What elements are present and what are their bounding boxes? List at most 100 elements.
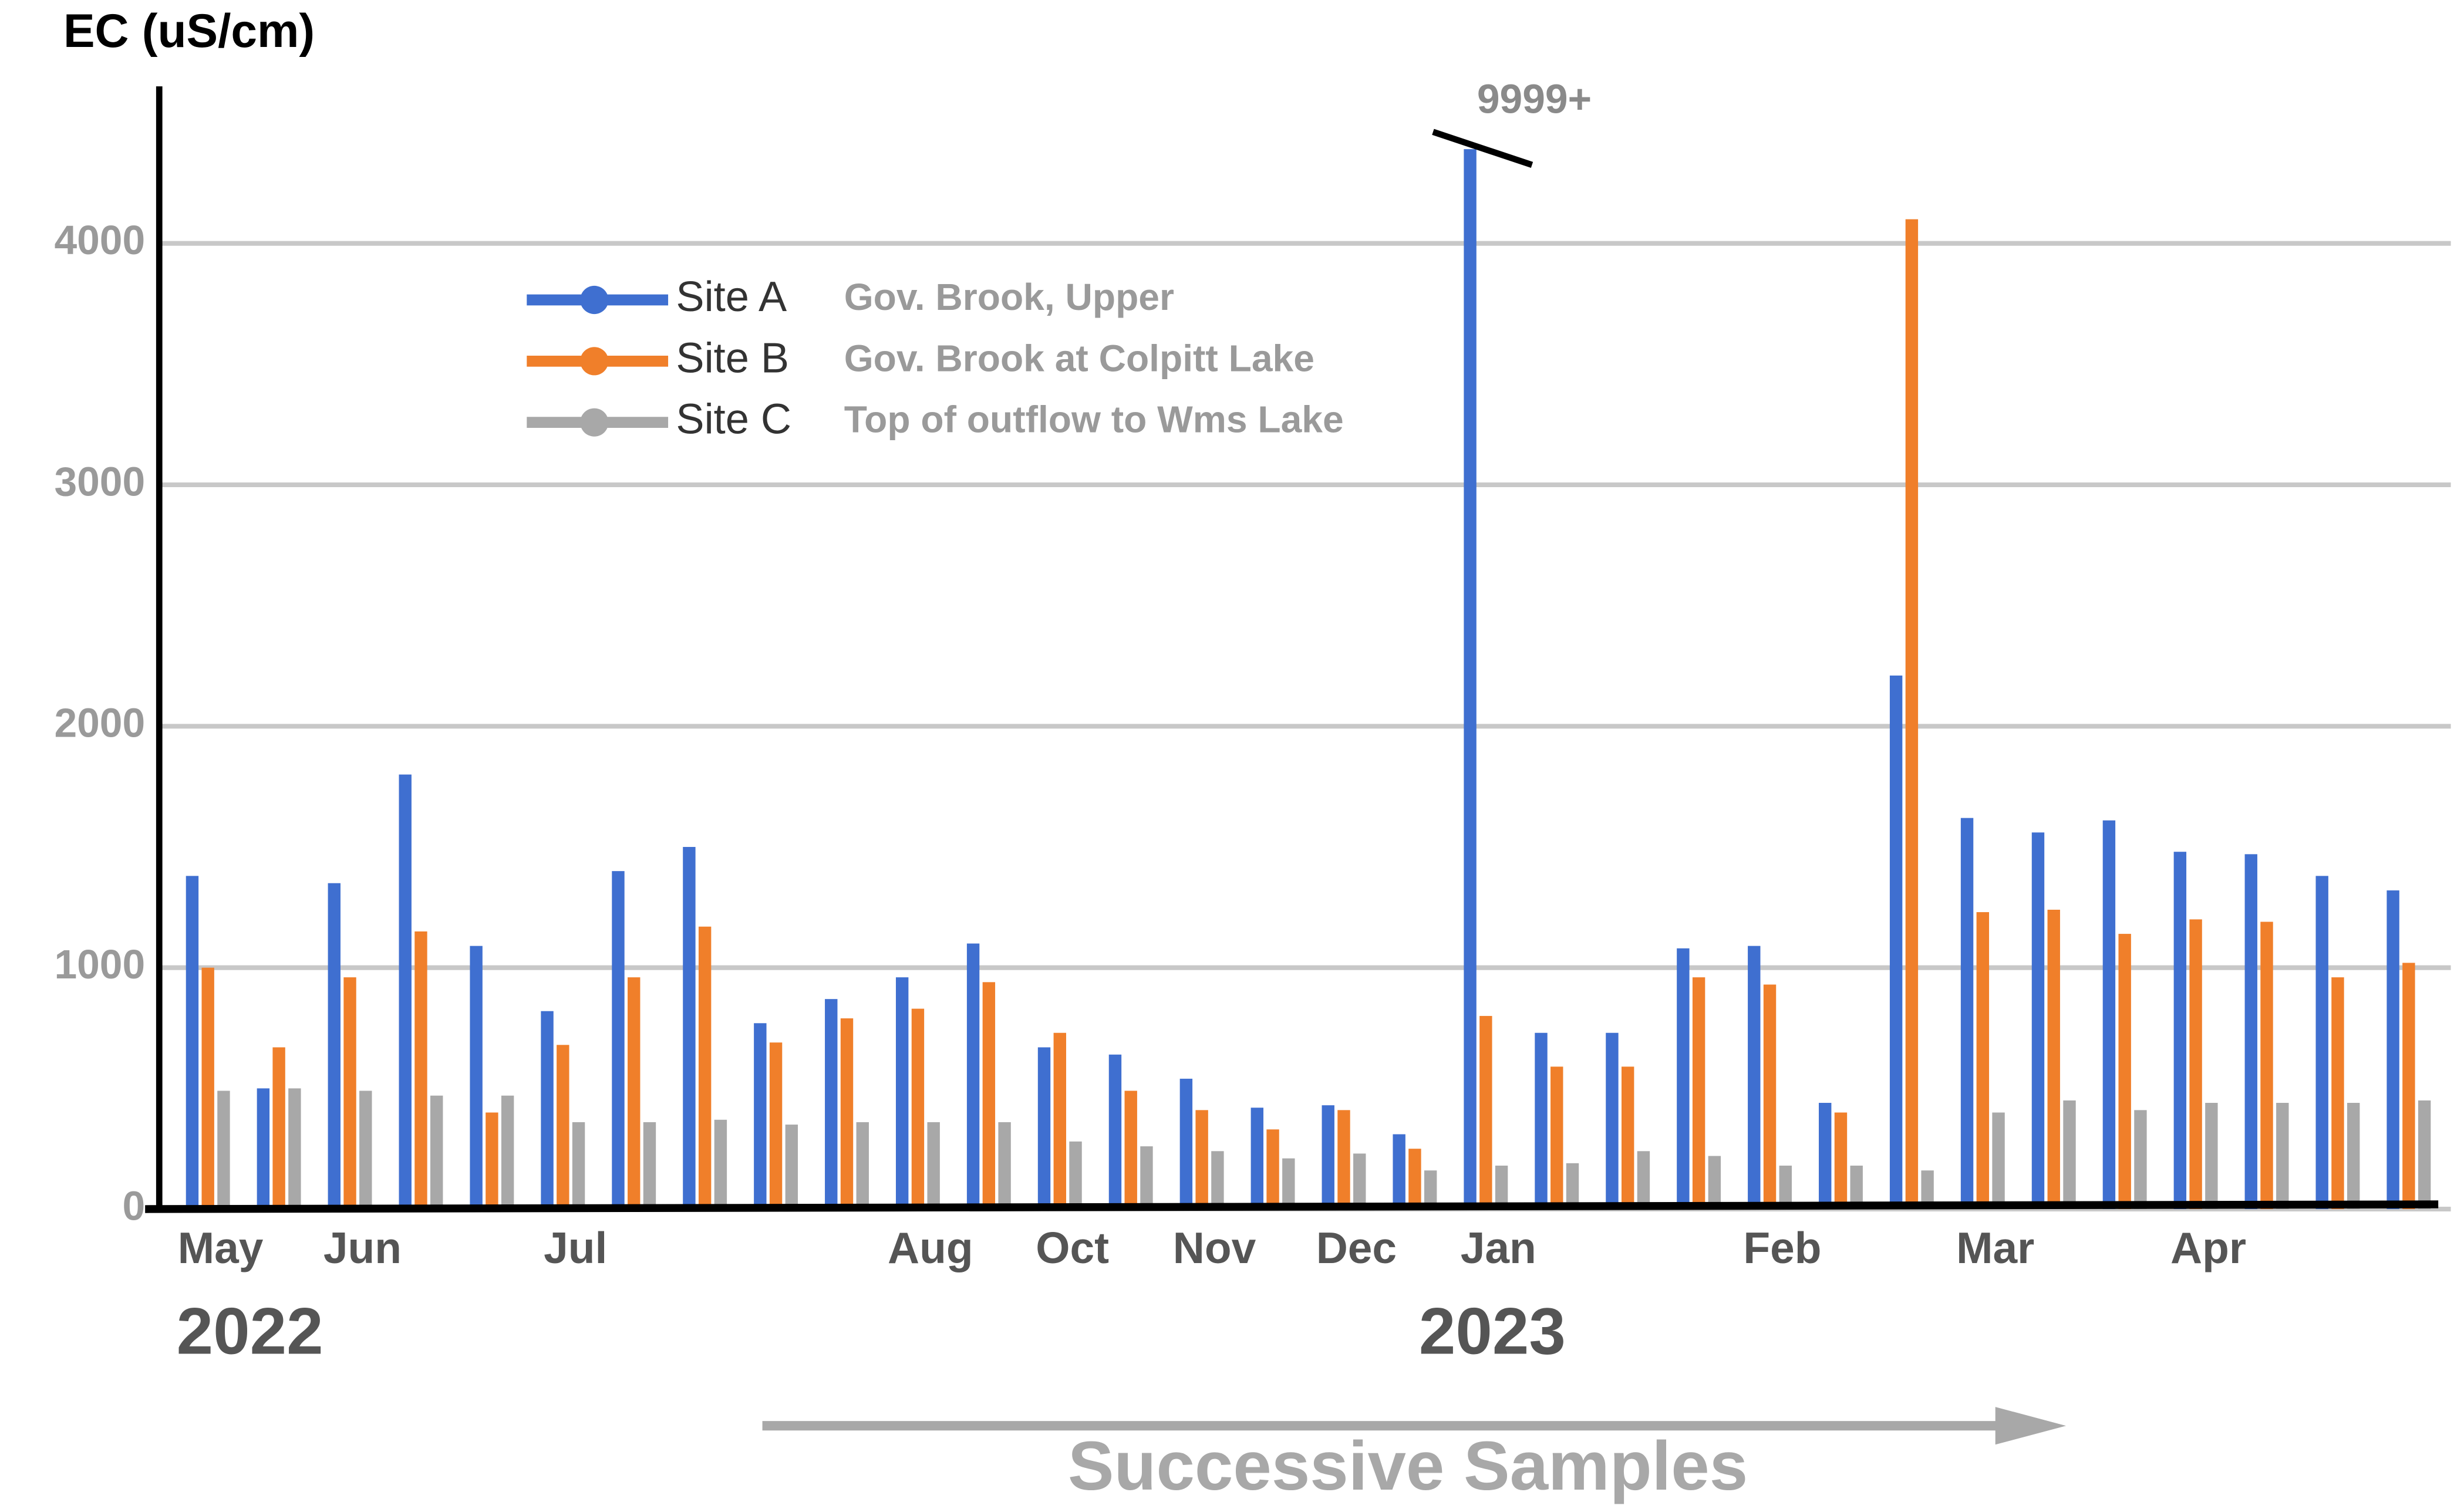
bar (2102, 820, 2116, 1210)
bar (1053, 1032, 1066, 1210)
bar (2063, 1100, 2076, 1210)
bar (1322, 1105, 1334, 1210)
bar (501, 1095, 514, 1210)
bar (1921, 1170, 1934, 1210)
legend-label: Site C (676, 396, 791, 443)
legend-label: Site A (676, 274, 787, 320)
bar (683, 847, 696, 1210)
bar (328, 883, 341, 1210)
bar (1621, 1066, 1634, 1210)
bar (895, 977, 909, 1210)
bar (1779, 1165, 1792, 1210)
bar (714, 1119, 727, 1210)
bar (2260, 921, 2273, 1210)
bar (1748, 946, 1761, 1210)
bar (785, 1125, 798, 1210)
legend-description: Gov. Brook, Upper (844, 276, 1174, 318)
x-tick-label: Jan (1461, 1223, 1536, 1272)
bar (1905, 219, 1919, 1210)
bar (414, 931, 427, 1210)
bar (1535, 1032, 1548, 1210)
x-tick-label: Oct (1036, 1223, 1109, 1272)
bar (359, 1091, 372, 1210)
bar (1834, 1112, 1848, 1210)
y-tick-label: 4000 (54, 217, 145, 263)
legend-marker (580, 347, 609, 376)
bar (2331, 977, 2344, 1210)
x-tick-label: Apr (2170, 1223, 2246, 1272)
bar (2315, 876, 2328, 1210)
bar (272, 1047, 285, 1210)
bar (1211, 1151, 1224, 1210)
y-tick-label: 2000 (54, 700, 145, 746)
bar (612, 871, 625, 1210)
bar (470, 946, 483, 1210)
bar (1976, 912, 1990, 1210)
bar (2418, 1100, 2431, 1210)
x-axis (145, 1200, 2439, 1213)
bar (1353, 1153, 1366, 1210)
bar (1495, 1165, 1508, 1210)
bar (1069, 1141, 1082, 1210)
y-tick-label: 3000 (54, 458, 145, 504)
bar (1479, 1015, 1492, 1210)
legend-marker (580, 285, 609, 315)
bar (1708, 1156, 1721, 1210)
bar (1566, 1163, 1579, 1210)
x-tick-label: Jun (323, 1223, 402, 1272)
year-label: 2022 (177, 1294, 323, 1368)
bar (1819, 1103, 1832, 1210)
x-tick-label: Feb (1743, 1223, 1821, 1272)
legend: Site A Gov. Brook, Upper Site B Gov. Brook … (527, 274, 1344, 443)
bar (1195, 1110, 1208, 1210)
bar (1140, 1146, 1153, 1210)
bar (2347, 1103, 2360, 1210)
bar (1992, 1112, 2005, 1210)
bar (217, 1091, 230, 1210)
bar (2031, 832, 2045, 1210)
bar (1692, 977, 1705, 1210)
bar (1408, 1149, 1421, 1210)
bar (698, 926, 712, 1210)
bar (1250, 1108, 1264, 1210)
bar (2189, 919, 2202, 1210)
bar (966, 943, 980, 1210)
bar (1464, 149, 1477, 1210)
bar (201, 967, 214, 1210)
bar (1677, 948, 1690, 1210)
bar (982, 982, 996, 1210)
bar (1393, 1134, 1405, 1210)
bar (1337, 1110, 1350, 1210)
axis-break (1432, 129, 1533, 168)
bar (911, 1008, 925, 1210)
bar (769, 1042, 783, 1210)
y-tick-label: 1000 (54, 941, 145, 987)
bar (557, 1045, 569, 1210)
bar (1179, 1078, 1193, 1210)
bar (1108, 1054, 1122, 1210)
bar (486, 1112, 498, 1210)
x-tick-label: May (178, 1223, 264, 1272)
x-tick-label: Nov (1173, 1223, 1256, 1272)
legend-marker (580, 408, 609, 437)
bar (2387, 890, 2399, 1210)
value-label: 9999+ (1477, 76, 1592, 121)
arrow-head (1995, 1407, 2067, 1445)
bar (2173, 852, 2187, 1210)
bar (754, 1023, 767, 1210)
bar (840, 1018, 854, 1210)
x-tick-label: Aug (888, 1223, 973, 1272)
bar (1960, 818, 1974, 1210)
bar (927, 1122, 940, 1210)
bar (2402, 963, 2415, 1210)
bar (643, 1122, 656, 1210)
bar (1037, 1047, 1051, 1210)
bar (541, 1011, 554, 1210)
bar (2134, 1110, 2147, 1210)
bar (825, 999, 838, 1210)
bar (628, 977, 641, 1210)
bar (1850, 1165, 1863, 1210)
bar (2118, 934, 2131, 1210)
